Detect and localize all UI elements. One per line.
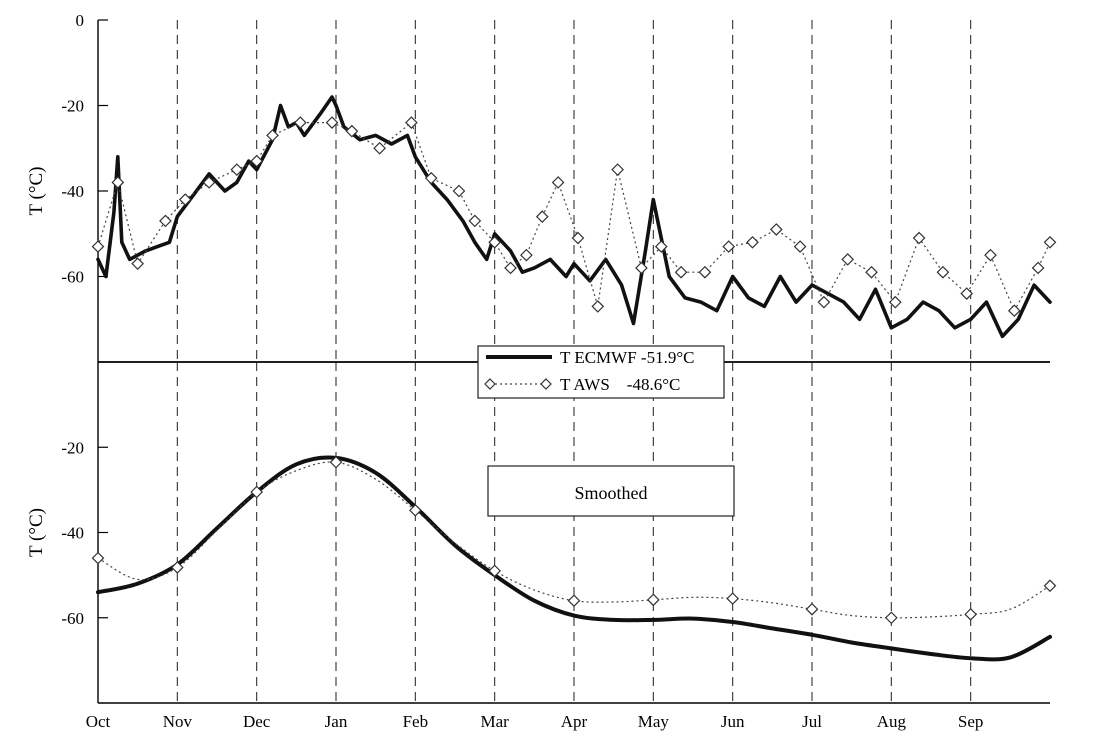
legend-marker-aws: [484, 378, 496, 390]
aws-marker: [571, 231, 585, 245]
x-tick-label: Apr: [561, 712, 588, 731]
aws-marker: [1031, 261, 1045, 275]
aws-marker: [230, 163, 244, 176]
aws-marker: [408, 503, 422, 517]
aws-marker: [567, 594, 581, 608]
aws-marker: [504, 261, 517, 275]
y-tick-label: -60: [61, 268, 84, 287]
y-tick-label: 0: [76, 11, 85, 30]
aws-marker: [293, 116, 307, 129]
x-tick-label: May: [638, 712, 670, 731]
smoothed-box: [487, 465, 735, 517]
aws-marker: [131, 257, 145, 271]
aws-marker: [865, 265, 878, 279]
aws-marker: [674, 265, 688, 279]
aws-marker: [1043, 579, 1057, 593]
x-tick-label: Nov: [163, 712, 193, 731]
aws-marker: [520, 248, 533, 262]
aws-marker: [960, 287, 974, 300]
aws-marker: [1043, 235, 1057, 249]
aws-marker: [373, 141, 386, 155]
aws-marker: [159, 214, 172, 228]
aws-marker: [202, 176, 216, 189]
aws-marker: [964, 607, 978, 621]
y-tick-label: -20: [61, 438, 84, 457]
aws-marker: [111, 176, 125, 189]
bottom-panel: -20 -40 -60 T (°C) Oct Nov Dec Jan Feb Mar Apr May J…: [26, 361, 1057, 731]
aws-marker: [488, 564, 502, 578]
aws-marker: [405, 116, 418, 129]
x-tick-label: Jan: [325, 712, 348, 731]
smoothed-label: Smoothed: [574, 483, 647, 503]
aws-marker: [722, 240, 736, 253]
legend-box: [477, 345, 725, 399]
x-tick-label: Feb: [403, 712, 429, 731]
aws-marker: [91, 551, 105, 565]
aws-marker: [769, 223, 783, 236]
x-tick-label: Sep: [958, 712, 984, 731]
x-tick-label: Aug: [877, 712, 907, 731]
series-line-aws: [97, 121, 1051, 313]
aws-marker: [912, 231, 926, 245]
aws-marker: [91, 240, 105, 253]
x-tick-label: Jun: [721, 712, 745, 731]
aws-marker: [591, 300, 605, 313]
aws-marker: [329, 455, 343, 469]
aws-marker: [250, 154, 264, 168]
y-tick-label: -40: [61, 524, 84, 543]
x-tick-label: Jul: [802, 712, 822, 731]
y-axis-title: T (°C): [26, 167, 47, 216]
aws-marker: [884, 611, 898, 625]
aws-marker: [793, 240, 807, 253]
y-axis-title: T (°C): [26, 508, 47, 557]
legend: T ECMWF -51.9°C T AWS -48.6°C: [477, 345, 725, 399]
top-panel: 0 -20 -40 -60 T (°C): [26, 11, 1057, 363]
aws-marker: [1007, 304, 1021, 318]
x-tick-label: Mar: [481, 712, 510, 731]
aws-marker: [805, 602, 819, 616]
aws-marker: [654, 240, 668, 253]
aws-marker: [646, 593, 660, 607]
aws-marker: [888, 295, 902, 309]
y-tick-label: -20: [61, 97, 84, 116]
aws-marker: [250, 485, 264, 499]
legend-label-aws: T AWS -48.6°C: [560, 375, 680, 394]
aws-marker: [635, 261, 648, 275]
x-tick-label: Dec: [243, 712, 271, 731]
y-tick-label: -60: [61, 609, 84, 628]
aws-marker: [170, 561, 184, 574]
aws-marker: [266, 129, 279, 142]
aws-marker: [698, 265, 712, 279]
x-tick-label: Oct: [86, 712, 111, 731]
legend-label-ecmwf: T ECMWF -51.9°C: [560, 348, 694, 367]
aws-marker: [984, 248, 997, 262]
aws-marker: [468, 214, 482, 228]
aws-marker: [488, 235, 502, 249]
aws-marker: [726, 592, 740, 605]
aws-marker: [841, 253, 855, 266]
aws-marker: [535, 210, 549, 223]
aws-marker: [452, 184, 466, 198]
aws-marker: [746, 235, 759, 249]
aws-marker: [611, 163, 624, 176]
aws-marker: [551, 176, 565, 189]
legend-marker-aws: [540, 378, 552, 390]
series-line-ecmwf: [96, 95, 1052, 339]
aws-marker: [178, 193, 192, 206]
aws-marker: [936, 265, 950, 279]
aws-marker: [325, 116, 339, 129]
aws-marker: [424, 171, 438, 185]
aws-marker: [817, 295, 831, 309]
y-tick-label: -40: [61, 182, 84, 201]
aws-marker: [345, 124, 359, 138]
